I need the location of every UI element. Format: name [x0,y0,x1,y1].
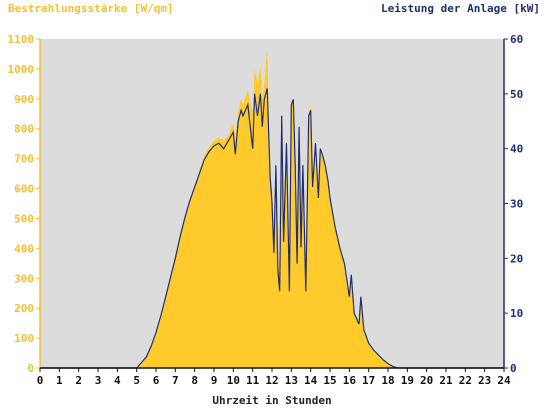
right-tick-label: 10 [510,307,523,320]
x-tick-label: 9 [211,374,218,387]
x-tick-label: 17 [362,374,375,387]
x-tick-label: 10 [227,374,240,387]
x-tick-label: 15 [323,374,336,387]
left-axis-title: Bestrahlungsstärke [W/qm] [8,2,174,15]
left-tick-label: 500 [14,212,34,225]
right-tick-label: 40 [510,143,523,156]
x-tick-label: 6 [153,374,160,387]
left-tick-label: 200 [14,302,34,315]
x-tick-label: 14 [304,374,318,387]
left-tick-label: 800 [14,123,34,136]
right-tick-label: 20 [510,252,523,265]
x-tick-label: 7 [172,374,179,387]
power-line [40,88,504,369]
left-tick-label: 100 [14,332,34,345]
x-tick-label: 4 [114,374,121,387]
x-tick-label: 22 [459,374,472,387]
right-tick-label: 0 [510,362,517,375]
x-tick-label: 12 [265,374,278,387]
right-tick-label: 30 [510,198,523,211]
x-axis-title: Uhrzeit in Stunden [212,394,332,407]
x-tick-label: 0 [37,374,44,387]
x-tick-label: 24 [497,374,511,387]
x-tick-label: 5 [133,374,140,387]
x-tick-label: 1 [56,374,63,387]
x-tick-label: 20 [420,374,433,387]
left-tick-label: 900 [14,93,34,106]
left-tick-label: 1000 [8,63,35,76]
x-tick-label: 8 [191,374,198,387]
x-tick-label: 13 [285,374,298,387]
left-tick-label: 1100 [8,33,35,46]
x-tick-label: 3 [95,374,102,387]
right-tick-label: 50 [510,88,523,101]
left-tick-label: 700 [14,153,34,166]
x-tick-label: 11 [246,374,260,387]
left-tick-label: 300 [14,272,34,285]
right-axis-title: Leistung der Anlage [kW] [381,2,540,15]
left-tick-label: 600 [14,183,34,196]
left-tick-label: 0 [27,362,34,375]
x-tick-label: 16 [343,374,357,387]
x-tick-label: 18 [381,374,394,387]
x-tick-label: 19 [401,374,414,387]
x-tick-label: 21 [439,374,453,387]
left-tick-label: 400 [14,242,34,255]
x-tick-label: 23 [478,374,491,387]
right-tick-label: 60 [510,33,523,46]
x-tick-label: 2 [75,374,82,387]
